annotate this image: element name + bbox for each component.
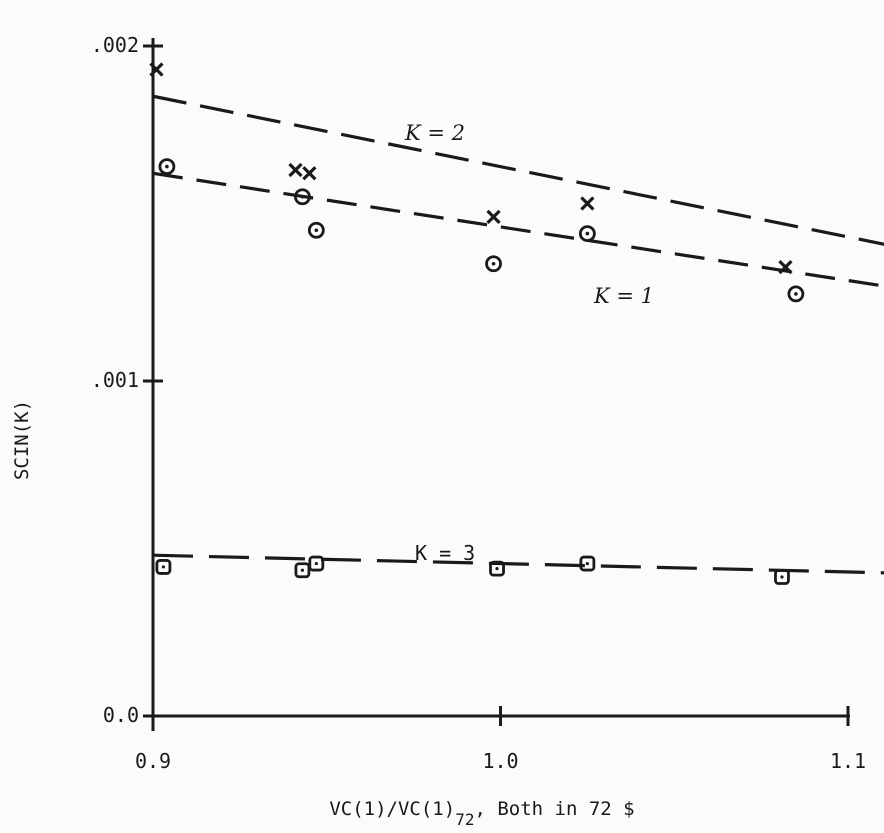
x-tick-label: 0.9 xyxy=(135,749,171,773)
point-square-box xyxy=(579,555,596,572)
point-circle-dot xyxy=(491,261,496,266)
y-axis-label: SCIN(K) xyxy=(11,400,33,480)
point-circle-ring xyxy=(578,225,596,243)
labels: SCIN(K) VC(1)/VC(1)72, Both in 72 $ K = … xyxy=(11,121,654,829)
point-square-dot xyxy=(585,561,589,566)
point-x-stroke xyxy=(778,259,793,275)
point-square-box xyxy=(155,559,172,575)
point-x-stroke xyxy=(486,209,501,224)
point-square xyxy=(155,559,172,575)
point-square xyxy=(774,569,790,585)
point-circle-dot xyxy=(585,231,590,236)
point-circle xyxy=(578,225,596,243)
point-square xyxy=(579,555,596,572)
y-tick-label: .001 xyxy=(91,368,139,392)
series-line xyxy=(152,94,884,246)
point-x xyxy=(486,209,501,224)
series-line xyxy=(152,171,884,288)
point-circle-dot xyxy=(794,292,798,296)
point-x-stroke xyxy=(302,166,317,181)
point-circle-ring xyxy=(294,188,311,206)
point-square-dot xyxy=(300,568,305,572)
point-square-box xyxy=(308,555,325,572)
x-axis-label: VC(1)/VC(1)72, Both in 72 $ xyxy=(329,798,634,829)
point-circle xyxy=(307,221,325,239)
point-x xyxy=(302,166,317,181)
x-axis-label-tail: , Both in 72 $ xyxy=(474,798,634,820)
point-square-dot xyxy=(161,565,166,569)
x-tick-label: 1.0 xyxy=(482,749,518,773)
point-x xyxy=(288,162,303,178)
y-tick-label: 0.0 xyxy=(103,703,139,727)
series-label: K = 1 xyxy=(593,284,654,308)
point-square xyxy=(308,555,325,572)
point-square xyxy=(294,562,311,579)
point-circle-dot xyxy=(314,228,319,233)
point-x xyxy=(778,259,793,275)
point-square-box xyxy=(774,569,790,585)
series-label: K = 3 xyxy=(415,541,475,565)
series-line xyxy=(152,553,884,575)
data-points xyxy=(149,62,805,585)
point-circle-ring xyxy=(787,285,805,303)
series-label: K = 2 xyxy=(404,121,465,145)
point-circle-ring xyxy=(307,221,325,239)
series-lines xyxy=(152,94,884,575)
point-circle xyxy=(787,285,805,303)
point-circle-dot xyxy=(300,194,305,199)
point-x-stroke xyxy=(580,196,595,211)
point-square-dot xyxy=(495,567,499,571)
point-circle xyxy=(294,188,311,206)
point-square-dot xyxy=(314,561,318,566)
point-square xyxy=(489,560,505,577)
point-square-box xyxy=(489,560,505,577)
point-circle xyxy=(485,255,502,273)
point-circle-dot xyxy=(165,164,169,169)
point-x xyxy=(149,62,164,77)
point-x xyxy=(580,196,595,211)
point-square-box xyxy=(294,562,311,579)
axes: 0.0 .001 .002 0.9 1.0 1.1 xyxy=(91,33,866,773)
x-tick-label: 1.1 xyxy=(830,749,866,773)
point-circle-ring xyxy=(485,255,502,273)
point-x-stroke xyxy=(149,62,164,77)
point-square-dot xyxy=(780,575,784,579)
point-circle xyxy=(158,158,176,176)
point-circle-ring xyxy=(158,158,176,176)
x-axis-label-main: VC(1)/VC(1) xyxy=(329,798,455,820)
x-axis-label-subscript: 72 xyxy=(455,810,474,829)
point-x-stroke xyxy=(288,162,303,178)
y-tick-label: .002 xyxy=(91,33,139,57)
